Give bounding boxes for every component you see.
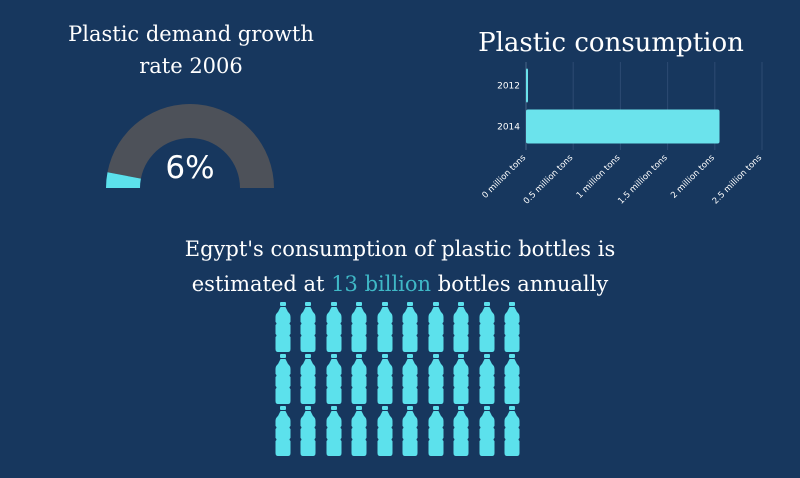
water-bottle-icon xyxy=(504,302,520,352)
y-category-label: 2012 xyxy=(497,82,520,92)
headline-line2: estimated at 13 billion bottles annually xyxy=(150,267,650,302)
x-tick-label: 2.5 million tons xyxy=(711,153,765,207)
bottle xyxy=(423,406,449,458)
x-tick-label: 1.5 million tons xyxy=(616,153,670,207)
x-tick-label: 1 million tons xyxy=(575,153,623,201)
bottle xyxy=(296,302,322,354)
x-tick-label: 0.5 million tons xyxy=(522,153,576,207)
x-tick-label: 0 million tons xyxy=(480,153,528,201)
water-bottle-icon xyxy=(351,302,367,352)
water-bottle-icon xyxy=(402,354,418,404)
bottle xyxy=(398,406,424,458)
water-bottle-icon xyxy=(504,354,520,404)
bottle xyxy=(449,354,475,406)
water-bottle-icon xyxy=(402,302,418,352)
water-bottle-icon xyxy=(453,354,469,404)
half-donut-gauge xyxy=(106,104,274,188)
bottle xyxy=(423,302,449,354)
bottle xyxy=(449,406,475,458)
gauge-title: Plastic demand growth rate 2006 xyxy=(60,18,322,82)
water-bottle-icon xyxy=(402,406,418,456)
bottle xyxy=(321,302,347,354)
bottle-row xyxy=(270,354,525,406)
water-bottle-icon xyxy=(275,406,291,456)
bottle xyxy=(474,302,500,354)
water-bottle-icon xyxy=(275,354,291,404)
bottle xyxy=(474,406,500,458)
bottle xyxy=(347,354,373,406)
x-tick-label: 2 million tons xyxy=(669,153,717,201)
water-bottle-icon xyxy=(351,406,367,456)
bottle xyxy=(296,406,322,458)
bar xyxy=(526,109,720,144)
headline-line1: Egypt's consumption of plastic bottles i… xyxy=(184,237,616,261)
headline-text-after: bottles annually xyxy=(437,272,609,296)
water-bottle-icon xyxy=(504,406,520,456)
water-bottle-icon xyxy=(377,302,393,352)
bottle xyxy=(321,406,347,458)
water-bottle-icon xyxy=(453,302,469,352)
bottle xyxy=(347,302,373,354)
bottle xyxy=(321,354,347,406)
y-category-label: 2014 xyxy=(497,123,520,133)
water-bottle-icon xyxy=(428,302,444,352)
bottle xyxy=(500,406,526,458)
water-bottle-icon xyxy=(428,354,444,404)
bottle-row xyxy=(270,302,525,354)
water-bottle-icon xyxy=(453,406,469,456)
bottle-row xyxy=(270,406,525,458)
headline-highlight: 13 billion xyxy=(331,272,432,296)
water-bottle-icon xyxy=(300,302,316,352)
gauge-title-line1: Plastic demand growth xyxy=(68,22,314,46)
bottle xyxy=(372,354,398,406)
water-bottle-icon xyxy=(326,354,342,404)
water-bottle-icon xyxy=(479,406,495,456)
bottle xyxy=(347,406,373,458)
headline: Egypt's consumption of plastic bottles i… xyxy=(150,232,650,302)
bottle xyxy=(296,354,322,406)
water-bottle-icon xyxy=(300,406,316,456)
bar-chart-title: Plastic consumption xyxy=(478,28,744,58)
water-bottle-icon xyxy=(479,302,495,352)
bottle-pictogram xyxy=(270,302,525,458)
bottle xyxy=(500,302,526,354)
gauge-track xyxy=(107,104,274,188)
bottle xyxy=(270,354,296,406)
water-bottle-icon xyxy=(351,354,367,404)
gauge-fill xyxy=(106,172,141,188)
water-bottle-icon xyxy=(326,406,342,456)
bottle xyxy=(372,406,398,458)
gauge-title-line2: rate 2006 xyxy=(139,54,243,78)
bar xyxy=(526,68,528,103)
bottle xyxy=(500,354,526,406)
bottle xyxy=(398,354,424,406)
bottle xyxy=(372,302,398,354)
water-bottle-icon xyxy=(428,406,444,456)
water-bottle-icon xyxy=(300,354,316,404)
water-bottle-icon xyxy=(377,354,393,404)
bottle xyxy=(423,354,449,406)
bottle xyxy=(270,406,296,458)
water-bottle-icon xyxy=(275,302,291,352)
bottle xyxy=(474,354,500,406)
bottle xyxy=(270,302,296,354)
bottle xyxy=(398,302,424,354)
bottle xyxy=(449,302,475,354)
water-bottle-icon xyxy=(479,354,495,404)
water-bottle-icon xyxy=(326,302,342,352)
gauge-value-label: 6% xyxy=(165,150,215,186)
headline-text-before: estimated at xyxy=(191,272,325,296)
water-bottle-icon xyxy=(377,406,393,456)
